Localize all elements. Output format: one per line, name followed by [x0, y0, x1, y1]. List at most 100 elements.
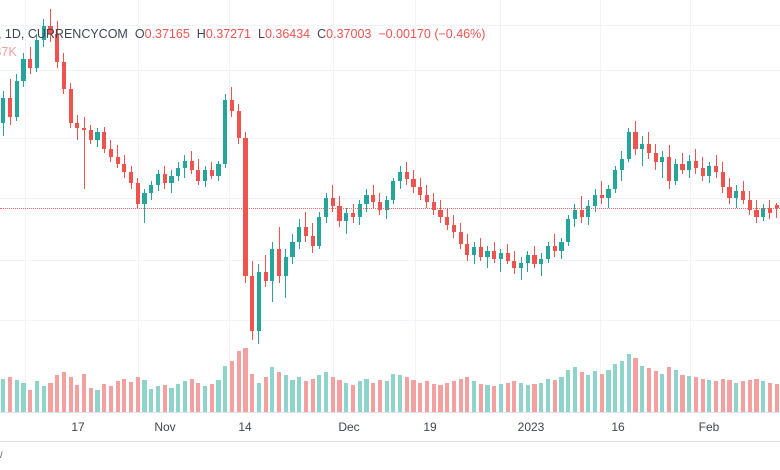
volume-bar	[48, 383, 53, 412]
candle-body	[350, 213, 356, 218]
candle-body	[68, 88, 73, 123]
volume-bar	[115, 381, 120, 412]
candle-body	[445, 217, 450, 225]
volume-bar	[75, 385, 80, 412]
volume-bar	[384, 381, 389, 412]
volume-bar	[14, 380, 19, 412]
candle-body	[626, 132, 631, 159]
bottom-bar-label[interactable]: w	[0, 447, 3, 461]
volume-bar	[646, 368, 651, 412]
volume-bar	[276, 372, 282, 412]
volume-bar	[28, 389, 33, 412]
candle-body	[283, 256, 288, 276]
volume-bar	[55, 374, 60, 412]
volume-bar	[471, 381, 477, 412]
candle-body	[317, 217, 322, 246]
candle-body	[707, 166, 712, 176]
candle-body	[424, 194, 430, 203]
volume-bar	[371, 383, 376, 412]
candle-wick	[49, 9, 51, 42]
candle-body	[196, 170, 201, 182]
candle-body	[485, 251, 490, 257]
time-axis-label: 19	[423, 420, 437, 434]
candle-body	[28, 58, 33, 68]
candle-body	[404, 171, 409, 180]
volume-bar	[693, 377, 699, 412]
candle-body	[276, 249, 282, 276]
candle-body	[377, 202, 382, 210]
volume-bar	[747, 380, 752, 412]
volume-bar	[21, 382, 26, 412]
horizontal-gridline	[0, 70, 780, 71]
volume-bar	[377, 380, 382, 412]
candle-body	[384, 200, 389, 210]
candle-body	[290, 241, 295, 257]
candle-body	[135, 183, 140, 204]
time-axis-label: Dec	[338, 420, 360, 434]
volume-bar	[149, 388, 154, 412]
volume-bar	[1, 378, 6, 412]
volume-bar	[122, 378, 127, 412]
volume-bar	[162, 385, 167, 412]
volume-bar	[135, 376, 140, 412]
volume-bar	[445, 382, 450, 412]
volume-bar	[196, 382, 201, 412]
candle-body	[465, 243, 470, 255]
volume-bar	[81, 373, 87, 412]
volume-bar	[61, 372, 66, 412]
candle-body	[586, 205, 591, 218]
candle-body	[102, 132, 107, 150]
volume-bar	[767, 382, 772, 412]
volume-bar	[552, 380, 557, 412]
volume-bar	[297, 376, 302, 412]
volume-pane[interactable]	[0, 340, 780, 412]
candle-body	[270, 249, 275, 282]
volume-bar	[525, 385, 530, 412]
volume-bar	[687, 376, 692, 412]
candle-body	[418, 187, 423, 195]
time-axis-label: 17	[71, 420, 85, 434]
candle-body	[593, 194, 598, 206]
volume-bar	[88, 387, 93, 412]
candle-body	[774, 204, 779, 208]
candle-body	[95, 132, 100, 140]
volume-bar	[451, 381, 456, 412]
candle-wick	[144, 188, 146, 223]
candle-body	[371, 194, 376, 203]
price-pane[interactable]	[0, 0, 780, 344]
volume-bar	[182, 381, 187, 412]
candle-body	[21, 58, 26, 82]
candle-body	[1, 98, 6, 123]
candle-wick	[601, 181, 603, 204]
volume-bar	[599, 373, 604, 412]
time-axis[interactable]: 17 Nov 14 Dec 19 2023 16 Feb	[0, 412, 780, 443]
volume-bar	[155, 386, 161, 412]
candle-body	[687, 160, 692, 170]
candle-body	[81, 128, 87, 131]
candle-body	[48, 26, 53, 34]
time-axis-label: 16	[611, 420, 625, 434]
candle-body	[182, 160, 187, 169]
candle-body	[61, 62, 66, 89]
candle-body	[256, 272, 261, 331]
candle-body	[398, 171, 403, 182]
candle-body	[660, 156, 665, 163]
candle-body	[108, 149, 114, 157]
candle-wick	[345, 207, 347, 235]
candle-body	[115, 156, 120, 165]
candle-body	[613, 170, 618, 189]
candle-body	[471, 247, 477, 255]
volume-bar	[411, 380, 416, 412]
volume-bar	[317, 374, 322, 412]
candle-body	[519, 262, 524, 269]
candle-body	[411, 179, 416, 187]
candle-body	[162, 173, 167, 184]
volume-bar	[734, 382, 739, 412]
volume-bar	[209, 384, 214, 412]
candle-body	[229, 100, 235, 112]
candle-body	[680, 164, 685, 170]
candle-body	[734, 190, 739, 199]
candle-body	[236, 111, 241, 138]
candle-body	[512, 260, 517, 269]
volume-bar	[485, 385, 490, 412]
